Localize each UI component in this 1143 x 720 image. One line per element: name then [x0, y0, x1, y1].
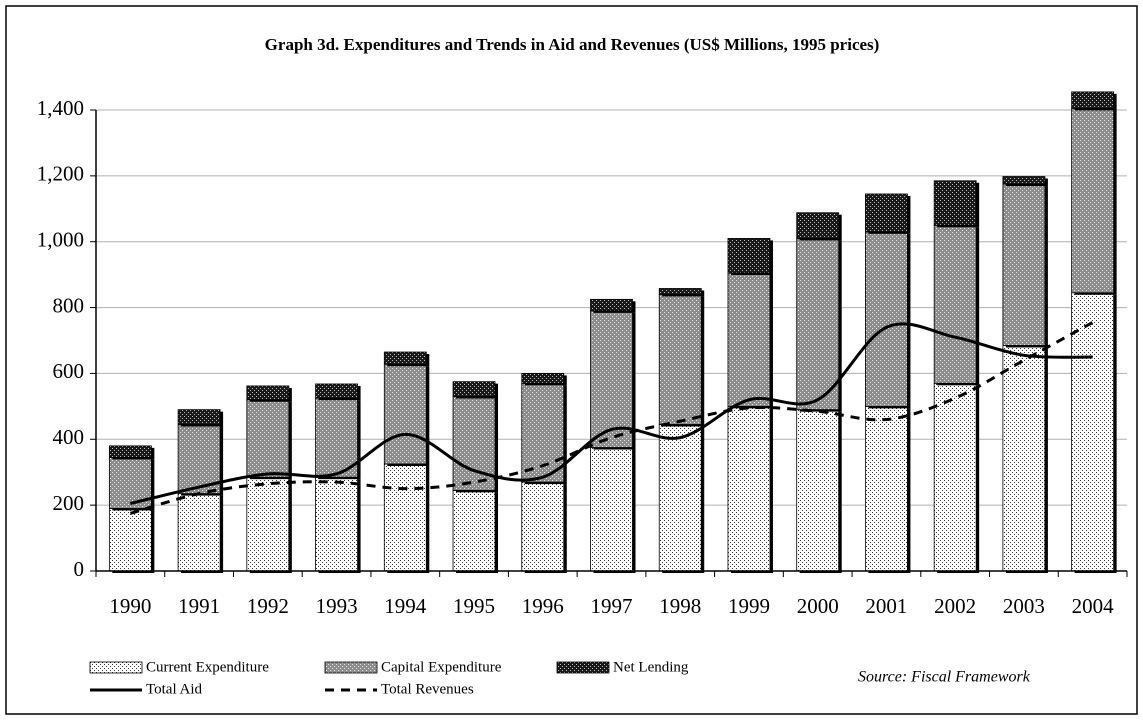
x-tick-label: 1996 [522, 594, 564, 618]
chart-title: Graph 3d. Expenditures and Trends in Aid… [265, 35, 880, 54]
x-tick-label: 1993 [316, 594, 358, 618]
bar-segment [590, 310, 633, 448]
x-tick-label: 1994 [384, 594, 427, 618]
legend-label: Current Expenditure [146, 659, 269, 675]
legend-swatch [556, 661, 610, 674]
bar-segment [590, 298, 633, 312]
bar-segment [108, 508, 152, 572]
legend-label: Total Aid [146, 681, 203, 697]
legend-label: Net Lending [613, 659, 689, 675]
bar-segment [933, 224, 977, 384]
x-tick-label: 2000 [797, 594, 839, 618]
bar-segment [865, 405, 908, 572]
bar-segment [177, 424, 221, 495]
bar-segment [865, 193, 908, 233]
y-tick-label: 1,000 [37, 228, 84, 252]
x-tick-label: 2003 [1003, 594, 1045, 618]
y-tick-label: 0 [74, 557, 85, 581]
bar-segment [796, 212, 840, 239]
y-tick-label: 1,400 [37, 96, 84, 120]
bar-segment [933, 180, 977, 226]
x-tick-label: 1990 [109, 594, 151, 618]
bar-segment [865, 231, 908, 407]
bar-segment [521, 481, 565, 572]
x-tick-label: 2002 [934, 594, 976, 618]
bar-segment [246, 385, 290, 401]
y-tick-label: 600 [53, 359, 85, 383]
bar-segment [108, 445, 152, 458]
y-tick-label: 200 [53, 491, 85, 515]
bar-segment [383, 351, 427, 365]
x-tick-label: 1991 [178, 594, 220, 618]
legend-label: Total Revenues [381, 681, 474, 697]
bar-segment [521, 382, 565, 483]
bar-segment [1071, 292, 1115, 572]
bar-segment [452, 381, 496, 397]
bar-segment [246, 399, 290, 478]
x-tick-label: 1998 [659, 594, 701, 618]
source-note: Source: Fiscal Framework [858, 669, 1031, 686]
bar-segment [727, 238, 771, 274]
bar-segment [1002, 345, 1046, 572]
bar-segment [1071, 107, 1115, 294]
bar-segment [727, 405, 771, 572]
bar-segment [315, 383, 358, 399]
bar-segment [452, 489, 496, 572]
bar-segment [1002, 183, 1046, 346]
bar-segment [1071, 91, 1115, 109]
bar-segment [1002, 176, 1046, 185]
y-tick-label: 1,200 [37, 162, 84, 186]
x-tick-label: 1995 [453, 594, 495, 618]
legend-swatch [89, 661, 143, 674]
bar-segment [315, 476, 358, 572]
x-tick-label: 1999 [728, 594, 770, 618]
x-tick-label: 1997 [591, 594, 633, 618]
bar-segment [246, 476, 290, 572]
x-tick-label: 2001 [865, 594, 907, 618]
y-tick-label: 800 [53, 293, 85, 317]
legend-swatch [324, 661, 378, 674]
x-tick-label: 2004 [1072, 594, 1115, 618]
line-series [130, 322, 1093, 505]
legend-label: Capital Expenditure [381, 659, 502, 675]
bar-segment [933, 382, 977, 572]
bar-segment [383, 363, 427, 465]
bar-segment [796, 238, 840, 411]
bar-segment [727, 272, 771, 407]
bar-segment [177, 493, 221, 572]
line-series [129, 321, 1094, 515]
x-tick-label: 1992 [247, 594, 289, 618]
bar-segment [590, 447, 633, 572]
bar-segment [658, 424, 702, 572]
bar-segment [177, 409, 221, 425]
bar-segment [521, 373, 565, 384]
y-tick-label: 400 [53, 425, 85, 449]
bar-segment [315, 397, 358, 478]
bar-segment [383, 463, 427, 572]
bar-segment [658, 288, 702, 295]
bar-segment [658, 293, 702, 425]
bar-segment [796, 409, 840, 572]
